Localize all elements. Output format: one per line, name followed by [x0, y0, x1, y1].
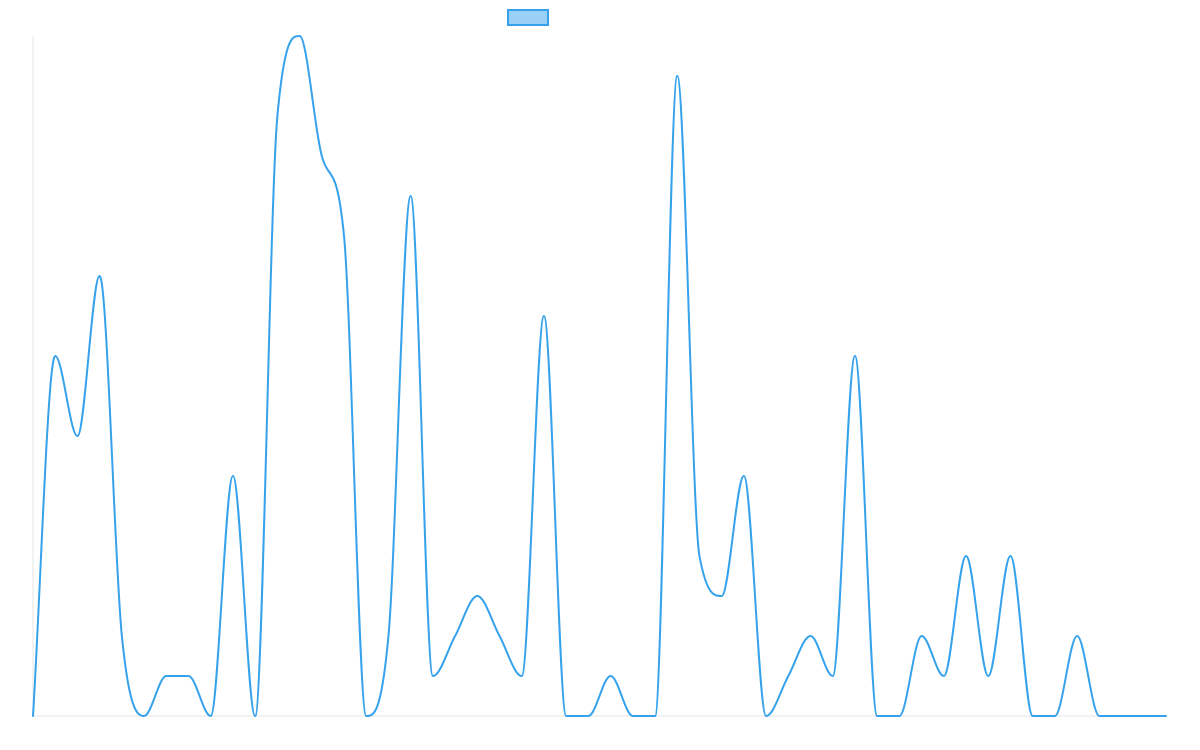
series-line-1[interactable] — [32, 35, 1167, 717]
legend[interactable] — [507, 9, 549, 26]
series-layer — [32, 35, 1167, 717]
legend-swatch-series-1[interactable] — [507, 9, 549, 26]
